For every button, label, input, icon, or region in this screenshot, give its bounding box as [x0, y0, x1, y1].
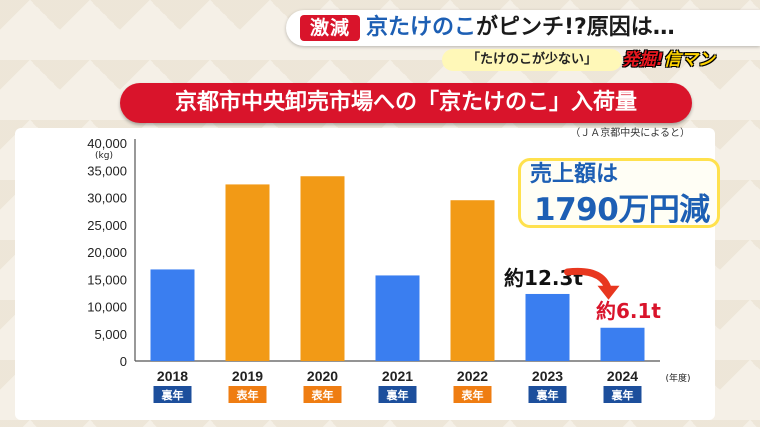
year-type-badge	[228, 386, 267, 403]
x-tick-label: 2018	[157, 368, 188, 384]
bar-2023	[525, 293, 570, 361]
sales-callout-line1: 売上額は	[530, 162, 619, 187]
x-tick-label: 2024	[607, 368, 638, 384]
bar-2019	[225, 184, 270, 361]
year-type-label: 表年	[311, 388, 334, 402]
y-tick-label: 30,000	[87, 191, 127, 206]
subtitle-bar	[442, 49, 622, 71]
x-tick-label: 2022	[457, 368, 488, 384]
y-tick-label: 5,000	[94, 327, 127, 342]
y-tick-label: 0	[120, 354, 127, 369]
year-type-label: 表年	[461, 388, 484, 402]
x-axis-unit: (年度)	[665, 372, 690, 384]
headline-tag: 激減	[300, 15, 360, 41]
sales-callout-box	[518, 158, 720, 228]
chart-title: 京都市中央卸売市場への「京たけのこ」入荷量	[174, 90, 637, 115]
y-tick-label: 10,000	[87, 300, 127, 315]
year-type-label: 表年	[236, 388, 259, 402]
year-type-badge	[453, 386, 492, 403]
program-logo: 発掘!信マン	[622, 47, 715, 73]
year-type-badge	[603, 386, 642, 403]
year-type-label: 裏年	[611, 388, 634, 402]
x-tick-label: 2020	[307, 368, 338, 384]
year-type-badge	[378, 386, 417, 403]
y-tick-label: 35,000	[87, 163, 127, 178]
sales-callout-line2: 1790万円減	[534, 192, 710, 228]
y-tick-label: 25,000	[87, 218, 127, 233]
subtitle: 「たけのこが少ない」	[466, 52, 597, 67]
year-type-label: 裏年	[536, 388, 559, 402]
headline-title: 京たけのこがピンチ!?原因は…	[366, 12, 675, 44]
year-type-label: 裏年	[386, 388, 409, 402]
year-type-label: 裏年	[161, 388, 184, 402]
y-axis-unit: (kg)	[95, 151, 113, 161]
bar-2018	[150, 269, 195, 361]
y-tick-label: 40,000	[87, 136, 127, 151]
x-tick-label: 2023	[532, 368, 563, 384]
source-note: （ＪＡ京都中央によると）	[570, 128, 690, 139]
chart-title-bar	[120, 83, 692, 123]
header-bar	[286, 10, 760, 46]
headline-highlight: 京たけのこ	[366, 15, 477, 40]
logo-part1: 発掘!	[622, 50, 664, 70]
bar-2022	[450, 200, 495, 361]
bar-2021	[375, 275, 420, 361]
annotation-2024: 約6.1t	[596, 299, 661, 323]
logo-part2: 信マン	[663, 50, 715, 70]
year-type-badge	[303, 386, 342, 403]
x-tick-label: 2019	[232, 368, 263, 384]
bar-2024	[600, 327, 645, 361]
decline-arrow-head	[597, 285, 620, 300]
bar-2020	[300, 176, 345, 361]
year-type-badge	[153, 386, 192, 403]
y-tick-label: 15,000	[87, 272, 127, 287]
y-tick-label: 20,000	[87, 245, 127, 260]
x-tick-label: 2021	[382, 368, 413, 384]
headline-rest: がピンチ!?原因は…	[476, 15, 675, 40]
year-type-badge	[528, 386, 567, 403]
